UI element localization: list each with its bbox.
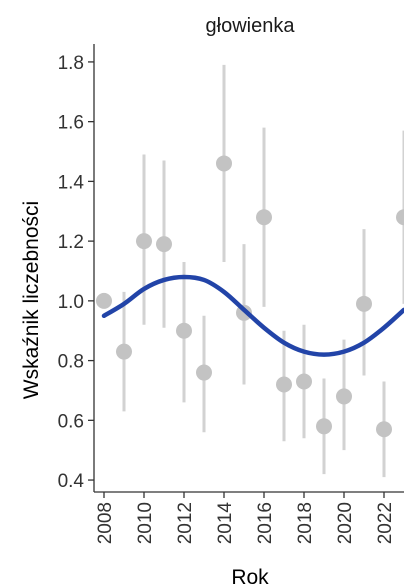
data-point: [196, 364, 212, 381]
y-tick-label: 1.4: [58, 172, 85, 193]
chart-title: głowienka: [206, 15, 296, 37]
trend-line-group: [101, 274, 404, 357]
y-axis-title: Wskaźnik liczebności: [20, 201, 43, 399]
x-axis-title: Rok: [231, 566, 269, 586]
data-point: [156, 236, 172, 253]
data-points: [96, 155, 404, 438]
data-point: [116, 343, 132, 360]
data-point: [96, 292, 112, 309]
x-tick-label: 2022: [375, 502, 396, 544]
data-point: [256, 209, 272, 226]
data-point: [176, 322, 192, 339]
y-tick-label: 0.4: [58, 471, 85, 492]
y-tick-label: 1.8: [58, 53, 84, 74]
x-axis: 2008 2010 2012 2014 2016 2018 2020 2022: [95, 492, 396, 544]
x-tick-label: 2020: [335, 502, 356, 544]
y-tick-label: 0.6: [58, 411, 84, 432]
x-tick-label: 2018: [295, 502, 316, 544]
x-tick-label: 2012: [175, 502, 196, 544]
data-point: [276, 376, 292, 393]
data-point: [296, 373, 312, 390]
data-point: [336, 388, 352, 405]
data-point: [136, 233, 152, 250]
x-tick-label: 2010: [135, 502, 156, 544]
data-point: [216, 155, 232, 172]
data-point: [316, 418, 332, 435]
y-axis: 0.4 0.6 0.8 1.0 1.2 1.4 1.6 1.8: [58, 53, 94, 492]
x-tick-label: 2008: [95, 502, 116, 544]
x-tick-label: 2014: [215, 502, 236, 545]
x-tick-label: 2016: [255, 502, 276, 544]
y-tick-label: 1.2: [58, 232, 84, 253]
y-tick-label: 1.0: [58, 292, 84, 313]
y-tick-label: 1.6: [58, 113, 84, 134]
data-point: [376, 421, 392, 438]
error-bars: [122, 64, 404, 478]
trend-line: [101, 274, 404, 357]
y-tick-label: 0.8: [58, 352, 84, 373]
data-point: [356, 295, 372, 312]
data-point: [396, 209, 404, 226]
